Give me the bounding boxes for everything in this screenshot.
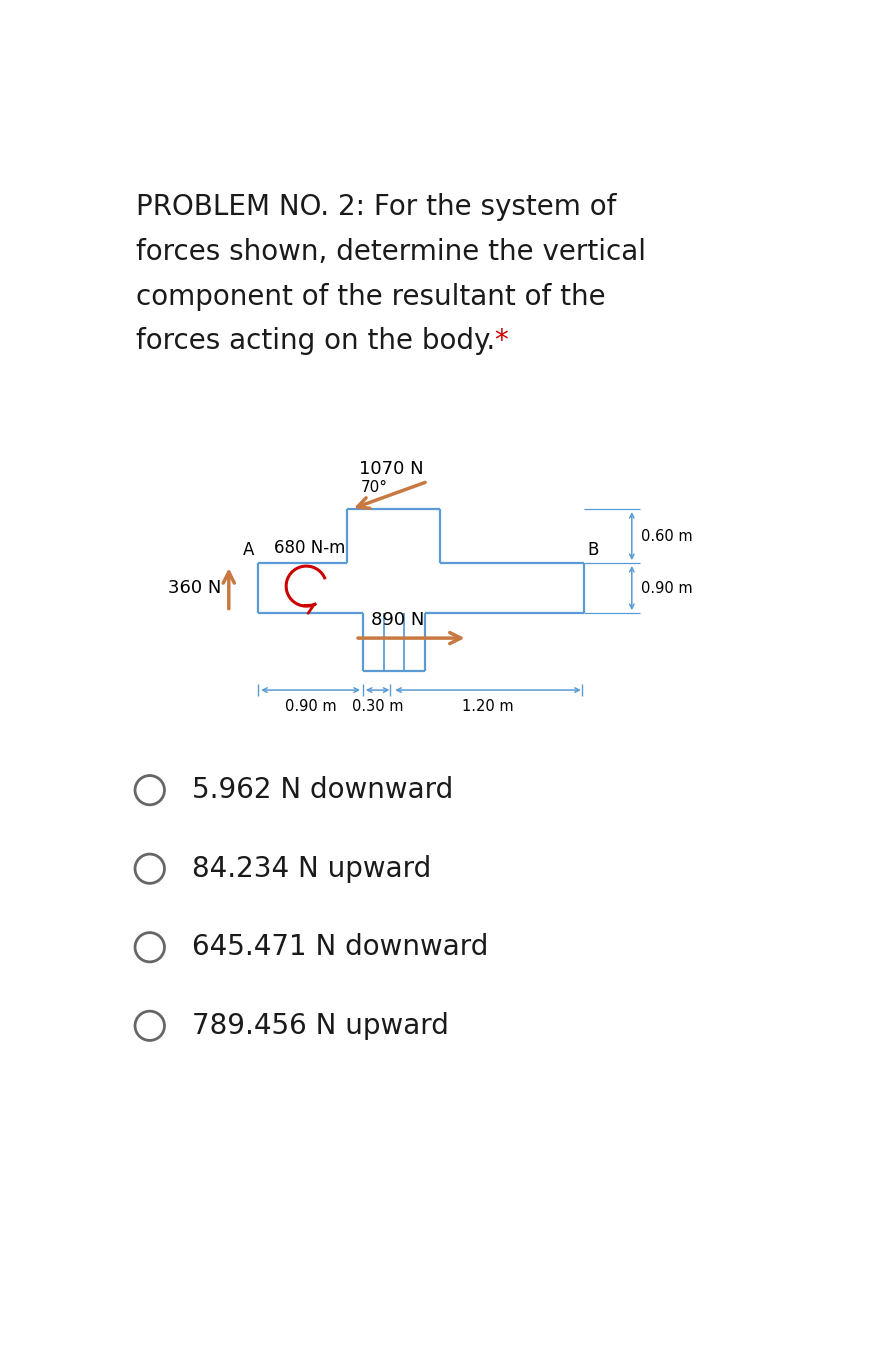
Text: 0.90 m: 0.90 m (285, 699, 337, 714)
Text: 789.456 N upward: 789.456 N upward (193, 1012, 449, 1040)
Text: *: * (494, 327, 508, 356)
Text: 360 N: 360 N (168, 580, 221, 598)
Text: 645.471 N downward: 645.471 N downward (193, 933, 488, 962)
Text: forces shown, determine the vertical: forces shown, determine the vertical (136, 238, 646, 267)
Text: A: A (243, 542, 254, 560)
Text: 890 N: 890 N (371, 611, 424, 629)
Text: B: B (588, 542, 599, 560)
Text: 0.30 m: 0.30 m (352, 699, 403, 714)
Text: 0.90 m: 0.90 m (641, 580, 693, 595)
Text: PROBLEM NO. 2: For the system of: PROBLEM NO. 2: For the system of (136, 193, 616, 222)
Text: 70°: 70° (361, 480, 387, 495)
Text: forces acting on the body.: forces acting on the body. (136, 327, 495, 356)
Text: 1.20 m: 1.20 m (463, 699, 514, 714)
Text: component of the resultant of the: component of the resultant of the (136, 283, 606, 311)
Text: 680 N-m: 680 N-m (274, 539, 345, 557)
Text: 1070 N: 1070 N (360, 460, 424, 477)
Text: 5.962 N downward: 5.962 N downward (193, 776, 454, 804)
Text: 0.60 m: 0.60 m (641, 528, 693, 543)
Text: forces acting on the body.: forces acting on the body. (136, 327, 503, 356)
Text: 84.234 N upward: 84.234 N upward (193, 855, 432, 882)
